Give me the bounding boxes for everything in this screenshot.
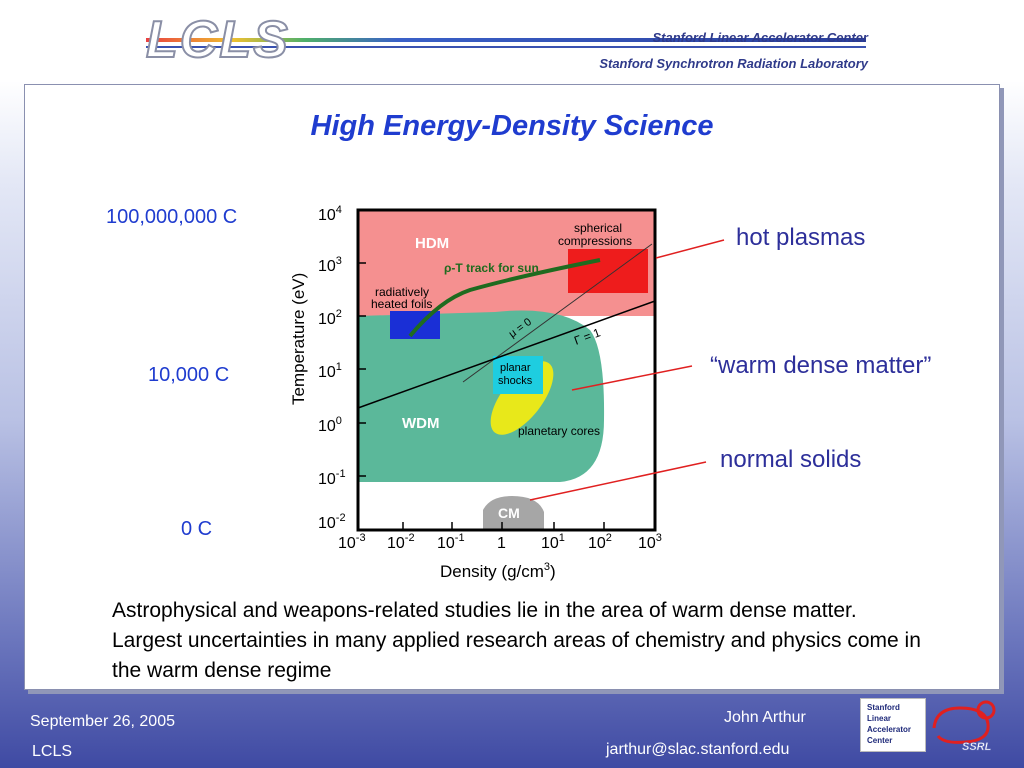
footer-date: September 26, 2005 bbox=[30, 713, 175, 730]
lcls-logo: LCLS bbox=[145, 10, 290, 70]
header-bar: LCLS Stanford Linear Accelerator Center … bbox=[0, 0, 1024, 82]
temp-label-high: 100,000,000 C bbox=[106, 206, 238, 228]
callout-warm-dense-matter: “warm dense matter” bbox=[710, 352, 932, 379]
footer-author: John Arthur bbox=[724, 709, 806, 726]
org-ssrl: Stanford Synchrotron Radiation Laborator… bbox=[599, 56, 868, 71]
slide-title: High Energy-Density Science bbox=[310, 110, 714, 142]
ssrl-text: SSRL bbox=[962, 741, 992, 753]
footer-email: jarthur@slac.stanford.edu bbox=[606, 741, 790, 758]
slac-badge: Stanford Linear Accelerator Center bbox=[860, 698, 926, 752]
ssrl-dot bbox=[976, 700, 996, 720]
temp-label-low: 0 C bbox=[181, 518, 213, 540]
footer-program: LCLS bbox=[32, 743, 73, 760]
ssrl-logo: SSRL bbox=[932, 700, 996, 753]
callout-normal-solids: normal solids bbox=[720, 446, 862, 473]
callout-hot-plasmas: hot plasmas bbox=[736, 224, 866, 251]
slac-badge-line: Stanford bbox=[867, 703, 900, 712]
slac-badge-line: Linear bbox=[867, 714, 892, 723]
header-rule bbox=[146, 46, 866, 48]
org-slac: Stanford Linear Accelerator Center bbox=[652, 30, 868, 45]
logo-swoosh bbox=[146, 38, 866, 42]
slac-badge-line: Center bbox=[867, 736, 893, 745]
slide-caption: Astrophysical and weapons-related studie… bbox=[112, 599, 921, 682]
ssrl-ring bbox=[932, 706, 990, 744]
slac-badge-line: Accelerator bbox=[867, 725, 912, 734]
temp-label-mid: 10,000 C bbox=[148, 364, 230, 386]
